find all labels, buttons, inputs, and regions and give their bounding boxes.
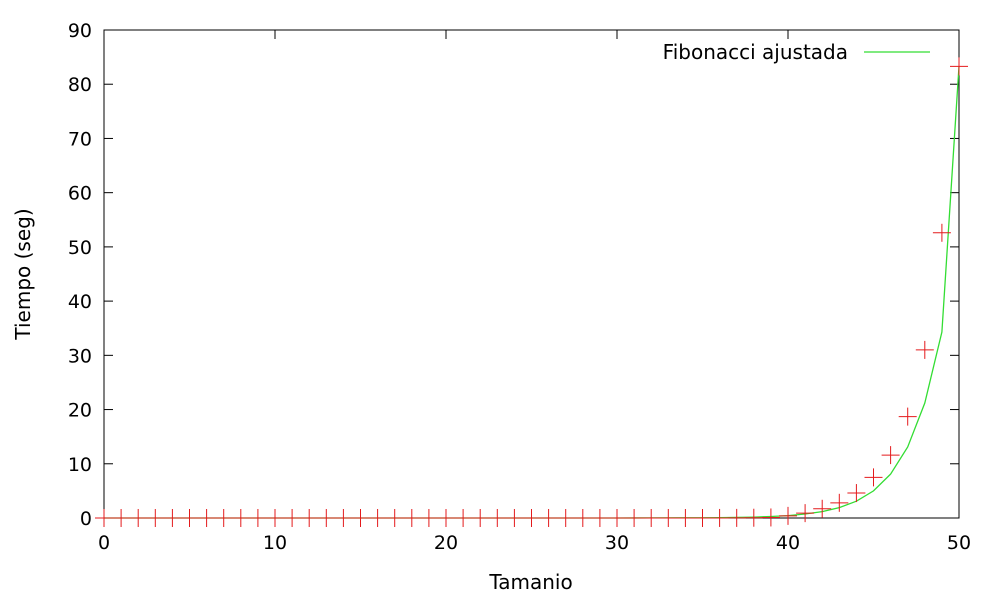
data-point [693,509,712,527]
data-point [864,468,883,487]
legend-fit-label: Fibonacci ajustada [663,40,848,64]
data-point [710,508,729,527]
data-point [385,509,404,527]
data-point [796,504,815,523]
y-tick-label: 70 [68,128,92,150]
data-point [351,509,370,527]
x-tick-label: 10 [263,532,287,554]
x-axis-label: Tamanio [488,570,572,594]
series-layer [95,57,968,527]
x-tick-label: 50 [947,532,971,554]
data-point [488,509,507,527]
data-point [539,509,558,527]
data-point [522,509,541,527]
data-point [454,509,473,527]
data-point [881,446,900,465]
data-point [368,509,387,527]
data-point [915,340,934,359]
data-point [283,509,302,527]
y-tick-label: 50 [68,237,92,259]
axis-ticks: 0 10 20 30 40 50 0 10 20 30 40 50 60 70 80 90 [68,20,971,554]
data-point [300,509,319,527]
data-point [266,509,284,527]
plot-frame [103,29,960,519]
data-point [642,509,661,527]
data-point [163,509,182,527]
data-point [573,509,592,527]
y-tick-label: 0 [80,508,92,530]
data-point [95,509,113,527]
data-point [180,509,199,527]
data-point [676,509,695,527]
data-point [779,506,797,525]
data-point [625,509,644,527]
y-tick-label: 40 [68,291,92,313]
data-point [813,499,832,518]
data-point [761,508,780,527]
data-point [419,509,438,527]
data-point [590,509,609,527]
y-tick-label: 30 [68,345,92,367]
data-point [950,57,968,76]
data-point [505,509,524,527]
data-point [932,223,951,242]
data-point [197,509,216,527]
data-point [334,509,353,527]
data-point [847,484,866,503]
y-tick-label: 80 [68,74,92,96]
fit-curve [104,66,960,519]
legend: Fibonacci ajustada [663,40,930,64]
data-point [608,509,626,527]
y-tick-label: 90 [68,20,92,42]
data-point [317,509,336,527]
y-tick-label: 20 [68,400,92,422]
data-point [744,508,763,527]
x-tick-label: 20 [434,532,458,554]
y-axis-label: Tiempo (seg) [11,208,35,340]
data-point [727,508,746,527]
y-tick-label: 10 [68,454,92,476]
data-point [129,509,148,527]
x-tick-label: 40 [776,532,800,554]
data-point [248,509,267,527]
data-point [437,509,455,527]
y-tick-label: 60 [68,183,92,205]
data-point [112,509,131,527]
data-point [659,509,678,527]
data-point [214,509,233,527]
data-point [146,509,165,527]
data-point [231,509,250,527]
data-point [830,493,849,512]
x-tick-label: 30 [605,532,629,554]
data-point [471,509,490,527]
data-point [556,509,575,527]
data-point [898,407,917,426]
x-tick-label: 0 [98,532,110,554]
data-point [402,509,421,527]
